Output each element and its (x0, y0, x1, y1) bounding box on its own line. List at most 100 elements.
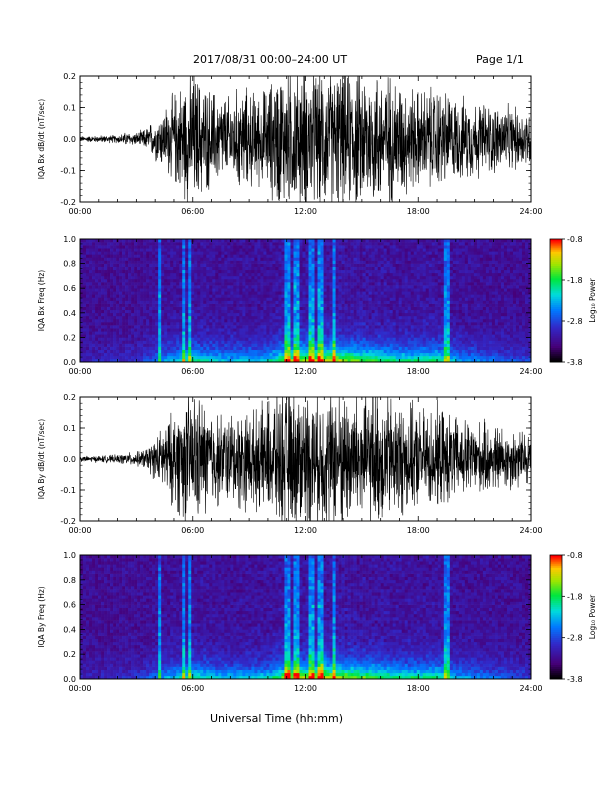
heatmap-cell (194, 248, 198, 252)
heatmap-cell (158, 331, 162, 335)
heatmap-cell (404, 349, 409, 354)
heatmap-cell (230, 325, 234, 329)
heatmap-cell (422, 263, 427, 267)
heatmap-cell (278, 294, 282, 298)
heatmap-cell (122, 334, 126, 338)
heatmap-cell (155, 303, 159, 307)
heatmap-cell (296, 312, 300, 317)
heatmap-cell (314, 242, 318, 246)
heatmap-cell (116, 263, 120, 267)
heatmap-cell (200, 300, 204, 304)
heatmap-cell (185, 291, 189, 295)
heatmap-cell (407, 282, 412, 286)
heatmap-cell (239, 263, 243, 267)
heatmap-cell (215, 346, 219, 351)
heatmap-cell (188, 239, 192, 243)
heatmap-cell (353, 349, 357, 354)
heatmap-cell (182, 285, 186, 289)
heatmap-cell (113, 269, 117, 274)
heatmap-cell (305, 266, 309, 271)
heatmap-cell (176, 355, 180, 360)
heatmap-cell (119, 291, 123, 295)
heatmap-cell (134, 269, 138, 274)
heatmap-cell (200, 248, 204, 252)
heatmap-cell (260, 260, 264, 264)
heatmap-cell (371, 309, 375, 314)
heatmap-cell (332, 263, 336, 267)
heatmap-cell (122, 352, 126, 357)
heatmap-cell (203, 278, 207, 283)
heatmap-cell (338, 309, 342, 314)
heatmap-cell (281, 254, 285, 258)
heatmap-cell (170, 318, 174, 323)
heatmap-cell (377, 322, 381, 326)
heatmap-cell (404, 328, 409, 332)
heatmap-cell (140, 358, 144, 363)
heatmap-cell (236, 294, 240, 298)
heatmap-cell (329, 294, 333, 298)
heatmap-cell (131, 334, 135, 338)
heatmap-cell (134, 334, 138, 338)
heatmap-cell (275, 294, 279, 298)
heatmap-cell (230, 272, 234, 277)
heatmap-cell (323, 260, 327, 264)
heatmap-cell (272, 254, 276, 258)
heatmap-cell (440, 318, 445, 323)
heatmap-cell (128, 294, 132, 298)
heatmap-cell (101, 269, 105, 274)
heatmap-cell (158, 245, 162, 249)
heatmap-cell (362, 343, 366, 347)
heatmap-cell (131, 306, 135, 311)
heatmap-cell (428, 337, 433, 341)
heatmap-cell (254, 248, 258, 252)
heatmap-cell (221, 254, 225, 258)
heatmap-cell (434, 343, 439, 347)
heatmap-cell (323, 275, 327, 280)
heatmap-cell (122, 272, 126, 277)
heatmap-cell (434, 352, 439, 357)
heatmap-cell (416, 257, 421, 261)
heatmap-cell (269, 272, 273, 277)
heatmap-cell (335, 352, 339, 357)
heatmap-cell (122, 251, 126, 255)
heatmap-cell (410, 355, 415, 360)
heatmap-cell (182, 294, 186, 298)
heatmap-cell (98, 315, 102, 320)
heatmap-cell (386, 269, 390, 274)
heatmap-cell (356, 355, 360, 360)
heatmap-cell (323, 352, 327, 357)
heatmap-cell (383, 254, 387, 258)
heatmap-cell (164, 251, 168, 255)
heatmap-cell (356, 331, 360, 335)
heatmap-cell (338, 334, 342, 338)
heatmap-cell (317, 328, 321, 332)
heatmap-cell (143, 309, 147, 314)
heatmap-cell (137, 355, 141, 360)
heatmap-cell (209, 337, 213, 341)
heatmap-cell (128, 355, 132, 360)
heatmap-cell (149, 306, 153, 311)
heatmap-cell (233, 294, 237, 298)
heatmap-cell (242, 334, 246, 338)
heatmap-cell (371, 272, 375, 277)
heatmap-cell (425, 275, 430, 280)
heatmap-cell (392, 331, 396, 335)
heatmap-cell (161, 312, 165, 317)
heatmap-cell (104, 334, 108, 338)
heatmap-cell (362, 322, 366, 326)
heatmap-cell (320, 355, 324, 360)
heatmap-cell (317, 294, 321, 298)
heatmap-cell (269, 254, 273, 258)
heatmap-cell (359, 328, 363, 332)
heatmap-cell (245, 272, 249, 277)
heatmap-cell (203, 251, 207, 255)
heatmap-cell (134, 288, 138, 292)
heatmap-cell (137, 334, 141, 338)
heatmap-cell (191, 245, 195, 249)
heatmap-cell (290, 251, 294, 255)
heatmap-cell (323, 309, 327, 314)
heatmap-cell (173, 346, 177, 351)
heatmap-cell (140, 346, 144, 351)
heatmap-cell (302, 297, 306, 301)
heatmap-cell (149, 294, 153, 298)
